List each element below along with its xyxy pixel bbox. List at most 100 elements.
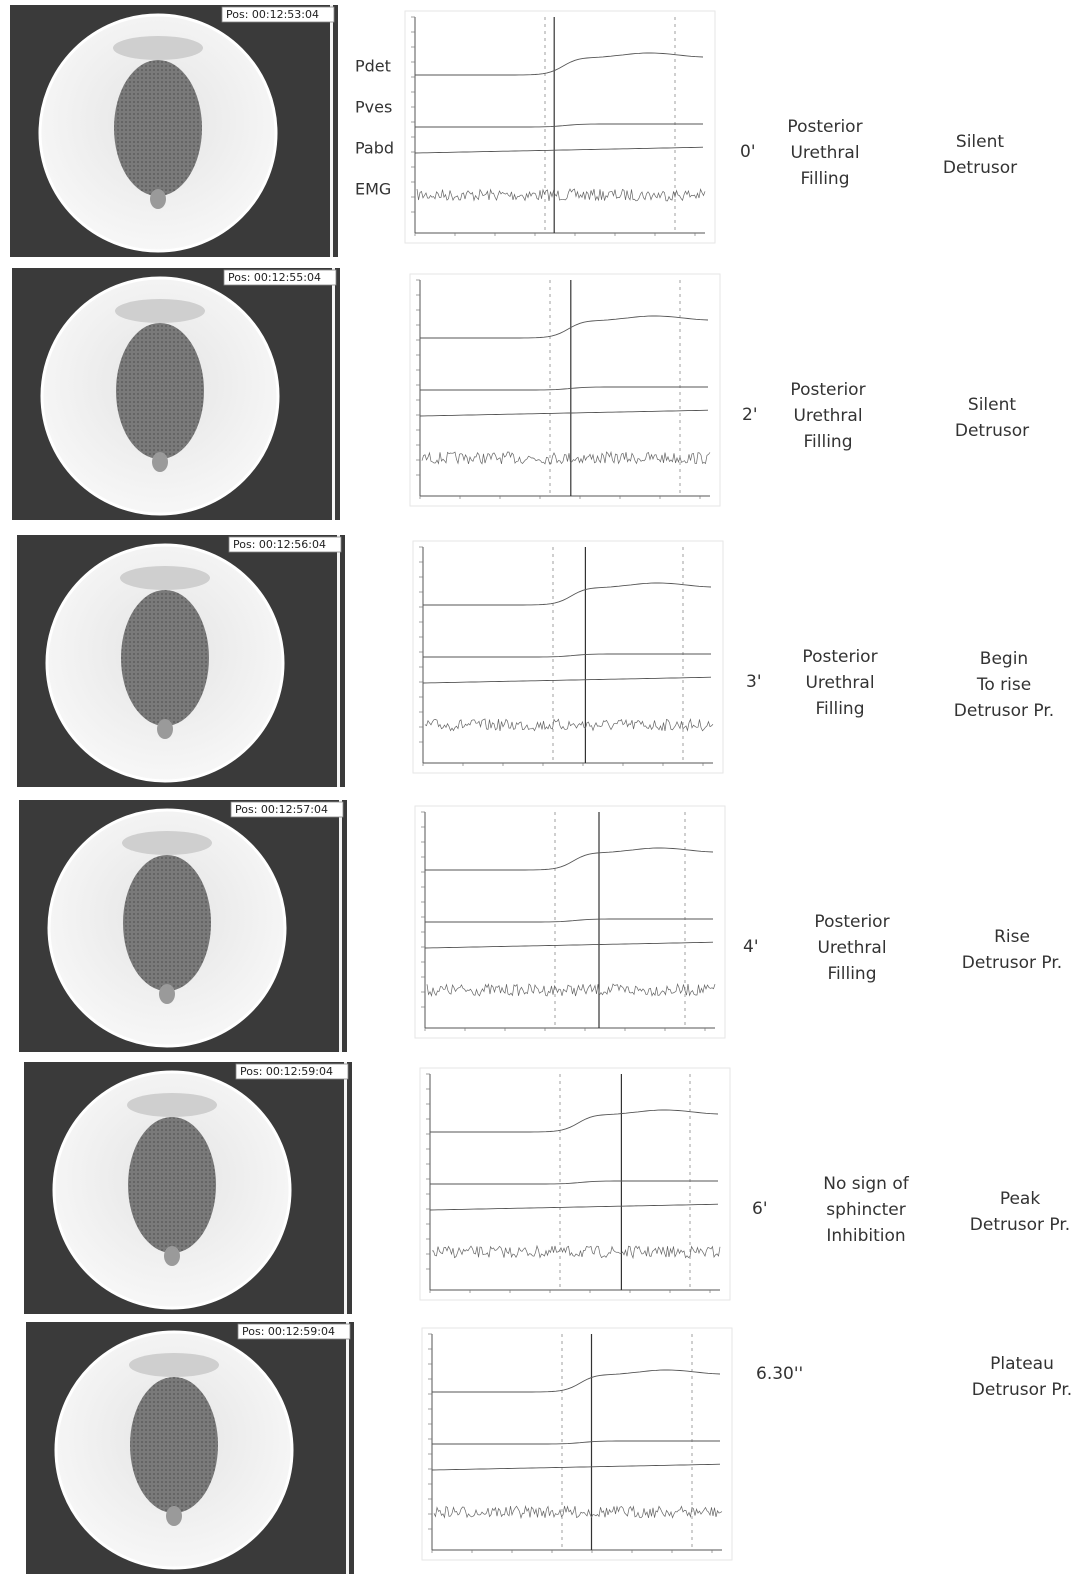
pos-label: Pos: 00:12:56:04 xyxy=(233,538,326,551)
pos-label: Pos: 00:12:57:04 xyxy=(235,803,328,816)
detrusor-text: Detrusor Pr. xyxy=(970,1215,1070,1235)
phase-text: Filling xyxy=(801,169,850,189)
frame-edge xyxy=(339,800,342,1052)
pos-box xyxy=(230,801,344,818)
bladder xyxy=(116,323,204,459)
pabd-trace xyxy=(419,409,709,417)
emg-trace xyxy=(421,450,711,465)
detrusor-text: To rise xyxy=(976,675,1031,695)
pdet-trace xyxy=(430,1109,719,1133)
emg-trace xyxy=(416,188,706,202)
bladder xyxy=(114,60,202,196)
detrusor-text: Rise xyxy=(994,927,1030,947)
phase-text: Urethral xyxy=(805,673,874,693)
pos-label: Pos: 00:12:53:04 xyxy=(226,8,319,21)
detrusor-text: Detrusor Pr. xyxy=(962,953,1062,973)
detrusor-text: Detrusor Pr. xyxy=(972,1380,1072,1400)
pdet-trace xyxy=(420,315,709,339)
detrusor-text: Silent xyxy=(956,132,1004,152)
detrusor-text: Plateau xyxy=(990,1354,1054,1374)
bladder xyxy=(128,1117,216,1253)
pos-box xyxy=(223,269,337,286)
phase-text: Filling xyxy=(816,699,865,719)
pos-box xyxy=(228,536,342,553)
phase-text: Filling xyxy=(804,432,853,452)
time-label: 0' xyxy=(740,142,756,162)
detrusor-text: Peak xyxy=(1000,1189,1041,1209)
phase-text: Filling xyxy=(828,964,877,984)
pves-trace xyxy=(420,386,708,391)
phase-text: Urethral xyxy=(790,143,859,163)
pos-box xyxy=(237,1323,351,1340)
pos-box xyxy=(235,1063,349,1080)
pabd-trace xyxy=(414,146,704,154)
bladder-neck xyxy=(152,452,168,472)
bladder xyxy=(121,590,209,726)
pabd-trace xyxy=(431,1463,721,1471)
bladder-neck xyxy=(166,1506,182,1526)
bladder-neck xyxy=(164,1246,180,1266)
detrusor-text: Silent xyxy=(968,395,1016,415)
phase-text: Posterior xyxy=(787,117,862,137)
pdet-trace xyxy=(423,582,712,606)
phase-text: No sign of xyxy=(823,1174,909,1194)
pos-label: Pos: 00:12:55:04 xyxy=(228,271,321,284)
pves-trace xyxy=(423,653,711,658)
pdet-trace xyxy=(415,52,704,76)
pos-label: Pos: 00:12:59:04 xyxy=(242,1325,335,1338)
emg-trace xyxy=(426,982,716,997)
pves-trace xyxy=(430,1180,718,1185)
phase-text: Posterior xyxy=(790,380,865,400)
channel-label: Pdet xyxy=(355,57,391,76)
channel-label: EMG xyxy=(355,180,391,199)
channel-label: Pves xyxy=(355,98,392,117)
time-label: 6' xyxy=(752,1199,768,1219)
phase-text: Urethral xyxy=(793,406,862,426)
frame-edge xyxy=(337,535,340,787)
row: Pos: 00:12:57:04 4' Posterior Urethral Filli… xyxy=(19,800,1062,1052)
frame-edge xyxy=(346,1322,349,1574)
row: Pos: 00:12:59:04 6.30'' Plateau Detrusor Pr… xyxy=(26,1322,1072,1574)
pos-box xyxy=(221,6,335,23)
time-label: 6.30'' xyxy=(756,1364,803,1384)
bladder xyxy=(130,1377,218,1513)
frame-edge xyxy=(344,1062,347,1314)
bladder-neck xyxy=(159,984,175,1004)
pelvis-shadow xyxy=(115,299,205,323)
pelvis-shadow xyxy=(122,831,212,855)
detrusor-text: Detrusor Pr. xyxy=(954,701,1054,721)
time-label: 3' xyxy=(746,672,762,692)
pabd-trace xyxy=(429,1203,719,1211)
time-label: 2' xyxy=(742,405,758,425)
phase-text: sphincter xyxy=(826,1200,905,1220)
bladder xyxy=(123,855,211,991)
frame-edge xyxy=(332,268,335,520)
bladder-neck xyxy=(157,719,173,739)
row: Pos: 00:12:55:04 2' Posterior Urethral Filli… xyxy=(12,268,1029,520)
channel-label: Pabd xyxy=(355,139,394,158)
bladder-neck xyxy=(150,189,166,209)
pabd-trace xyxy=(422,676,712,684)
emg-trace xyxy=(433,1505,723,1520)
phase-text: Posterior xyxy=(802,647,877,667)
frame-edge xyxy=(330,5,333,257)
row: Pos: 00:12:53:04 Pdet Pves Pabd EMG 0' Posteri… xyxy=(10,5,1017,257)
row: Pos: 00:12:59:04 6' No sign of sphincter Inh… xyxy=(24,1062,1070,1314)
phase-text: Inhibition xyxy=(826,1226,905,1246)
pves-trace xyxy=(415,123,703,128)
detrusor-text: Begin xyxy=(980,649,1028,669)
emg-trace xyxy=(431,1244,721,1260)
pves-trace xyxy=(425,918,713,923)
pves-trace xyxy=(432,1440,720,1445)
time-label: 4' xyxy=(743,937,759,957)
phase-text: Urethral xyxy=(817,938,886,958)
pelvis-shadow xyxy=(113,36,203,60)
pelvis-shadow xyxy=(120,566,210,590)
emg-trace xyxy=(424,718,714,732)
phase-text: Posterior xyxy=(814,912,889,932)
detrusor-text: Detrusor xyxy=(955,421,1029,441)
pdet-trace xyxy=(425,847,714,871)
pos-label: Pos: 00:12:59:04 xyxy=(240,1065,333,1078)
